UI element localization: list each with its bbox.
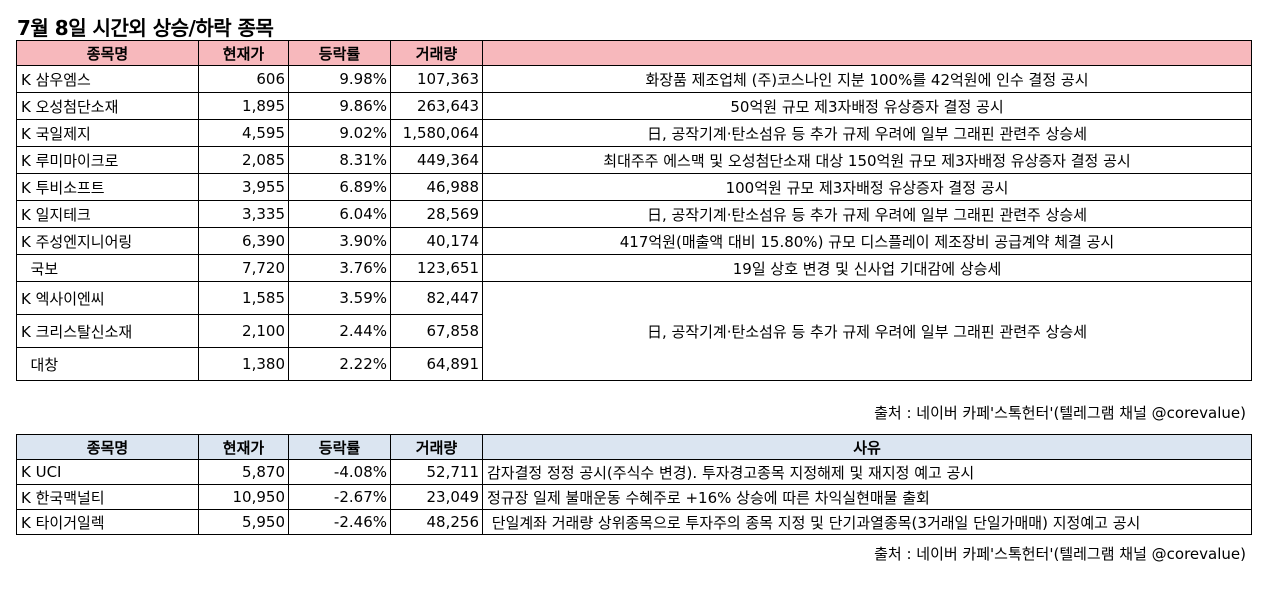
table-row: K 한국맥널티 10,950 -2.67% 23,049 정규장 일제 불매운동… [16,484,1252,510]
stock-reason: 최대주주 에스맥 및 오성첨단소재 대상 150억원 규모 제3자배정 유상증자… [482,146,1252,174]
stock-volume: 46,988 [390,173,483,201]
stock-price: 3,335 [198,200,289,228]
fall-table: 종목명 현재가 등락률 거래량 사유 K UCI 5,870 -4.08% 52… [16,434,1252,535]
stock-name: K 삼우엠스 [16,65,199,93]
source-note: 출처 : 네이버 카페'스톡헌터'(텔레그램 채널 @corevalue) [874,404,1246,422]
stock-name: K 투비소프트 [16,173,199,201]
stock-price: 3,955 [198,173,289,201]
header-volume: 거래량 [390,40,483,66]
stock-name: K 국일제지 [16,119,199,147]
stock-volume: 82,447 [390,281,483,315]
table-row: K 삼우엠스 606 9.98% 107,363 화장품 제조업체 (주)코스나… [16,65,1252,93]
stock-price: 10,950 [198,484,289,510]
stock-rate: 9.86% [288,92,391,120]
table-row: K 투비소프트 3,955 6.89% 46,988 100억원 규모 제3자배… [16,173,1252,201]
stock-price: 2,100 [198,314,289,348]
stock-reason: 화장품 제조업체 (주)코스나인 지분 100%를 42억원에 인수 결정 공시 [482,65,1252,93]
stock-rate: 8.31% [288,146,391,174]
stock-volume: 449,364 [390,146,483,174]
header-price: 현재가 [198,40,289,66]
header-rate: 등락률 [288,40,391,66]
stock-price: 2,085 [198,146,289,174]
header-reason: 사유 [482,434,1252,460]
table-row: K 국일제지 4,595 9.02% 1,580,064 日, 공작기계·탄소섬… [16,119,1252,147]
stock-rate: 2.22% [288,347,391,381]
stock-price: 4,595 [198,119,289,147]
stock-reason: 50억원 규모 제3자배정 유상증자 결정 공시 [482,92,1252,120]
stock-reason: 417억원(매출액 대비 15.80%) 규모 디스플레이 제조장비 공급계약 … [482,227,1252,255]
rise-table: 종목명 현재가 등락률 거래량 K 삼우엠스 606 9.98% 107,363… [16,40,1252,381]
stock-volume: 67,858 [390,314,483,348]
stock-volume: 40,174 [390,227,483,255]
stock-name: K UCI [16,459,199,485]
stock-rate: -2.67% [288,484,391,510]
header-name: 종목명 [16,434,199,460]
stock-volume: 123,651 [390,254,483,282]
stock-price: 5,870 [198,459,289,485]
stock-name: 국보 [16,254,199,282]
stock-reason: 단일계좌 거래량 상위종목으로 투자주의 종목 지정 및 단기과열종목(3거래일… [482,509,1252,535]
stock-volume: 107,363 [390,65,483,93]
stock-rate: -4.08% [288,459,391,485]
stock-volume: 52,711 [390,459,483,485]
page-title: 7월 8일 시간외 상승/하락 종목 [17,16,274,40]
fall-table-header: 종목명 현재가 등락률 거래량 사유 [16,434,1252,460]
stock-volume: 263,643 [390,92,483,120]
table-row: K 일지테크 3,335 6.04% 28,569 日, 공작기계·탄소섬유 등… [16,200,1252,228]
stock-price: 1,380 [198,347,289,381]
table-row: K 주성엔지니어링 6,390 3.90% 40,174 417억원(매출액 대… [16,227,1252,255]
stock-rate: 3.90% [288,227,391,255]
stock-rate: 3.76% [288,254,391,282]
stock-rate: 6.89% [288,173,391,201]
header-reason [482,40,1252,66]
stock-reason: 100억원 규모 제3자배정 유상증자 결정 공시 [482,173,1252,201]
stock-volume: 64,891 [390,347,483,381]
stock-rate: 3.59% [288,281,391,315]
table-row: K 타이거일렉 5,950 -2.46% 48,256 단일계좌 거래량 상위종… [16,509,1252,535]
stock-rate: 9.02% [288,119,391,147]
header-name: 종목명 [16,40,199,66]
stock-price: 1,585 [198,281,289,315]
header-price: 현재가 [198,434,289,460]
merged-reason: 日, 공작기계·탄소섬유 등 추가 규제 우려에 일부 그래핀 관련주 상승세 [482,281,1252,381]
stock-volume: 23,049 [390,484,483,510]
stock-rate: 2.44% [288,314,391,348]
stock-name: K 오성첨단소재 [16,92,199,120]
stock-name: K 엑사이엔씨 [16,281,199,315]
stock-name: 대창 [16,347,199,381]
stock-rate: 6.04% [288,200,391,228]
stock-reason: 감자결정 정정 공시(주식수 변경). 투자경고종목 지정해제 및 재지정 예고… [482,459,1252,485]
table-row: K 엑사이엔씨 1,585 3.59% 82,447 日, 공작기계·탄소섬유 … [16,281,1252,381]
header-volume: 거래량 [390,434,483,460]
stock-reason: 日, 공작기계·탄소섬유 등 추가 규제 우려에 일부 그래핀 관련주 상승세 [482,119,1252,147]
stock-price: 606 [198,65,289,93]
stock-name: K 주성엔지니어링 [16,227,199,255]
table-row: K 크리스탈신소재 2,100 2.44% 67,858 [16,314,1252,348]
stock-reason: 19일 상호 변경 및 신사업 기대감에 상승세 [482,254,1252,282]
stock-name: K 한국맥널티 [16,484,199,510]
stock-reason: 日, 공작기계·탄소섬유 등 추가 규제 우려에 일부 그래핀 관련주 상승세 [482,200,1252,228]
table-row: K UCI 5,870 -4.08% 52,711 감자결정 정정 공시(주식수… [16,459,1252,485]
stock-rate: -2.46% [288,509,391,535]
stock-price: 7,720 [198,254,289,282]
stock-price: 5,950 [198,509,289,535]
stock-rate: 9.98% [288,65,391,93]
stock-price: 6,390 [198,227,289,255]
rise-table-header: 종목명 현재가 등락률 거래량 [16,40,1252,66]
table-row: 국보 7,720 3.76% 123,651 19일 상호 변경 및 신사업 기… [16,254,1252,282]
table-row: K 오성첨단소재 1,895 9.86% 263,643 50억원 규모 제3자… [16,92,1252,120]
stock-name: K 크리스탈신소재 [16,314,199,348]
stock-volume: 28,569 [390,200,483,228]
stock-reason: 정규장 일제 불매운동 수혜주로 +16% 상승에 따른 차익실현매물 출회 [482,484,1252,510]
stock-name: K 타이거일렉 [16,509,199,535]
stock-volume: 48,256 [390,509,483,535]
stock-name: K 루미마이크로 [16,146,199,174]
table-row: K 루미마이크로 2,085 8.31% 449,364 최대주주 에스맥 및 … [16,146,1252,174]
stock-price: 1,895 [198,92,289,120]
stock-volume: 1,580,064 [390,119,483,147]
stock-name: K 일지테크 [16,200,199,228]
source-note: 출처 : 네이버 카페'스톡헌터'(텔레그램 채널 @corevalue) [874,545,1246,563]
header-rate: 등락률 [288,434,391,460]
table-row: 대창 1,380 2.22% 64,891 [16,347,1252,381]
